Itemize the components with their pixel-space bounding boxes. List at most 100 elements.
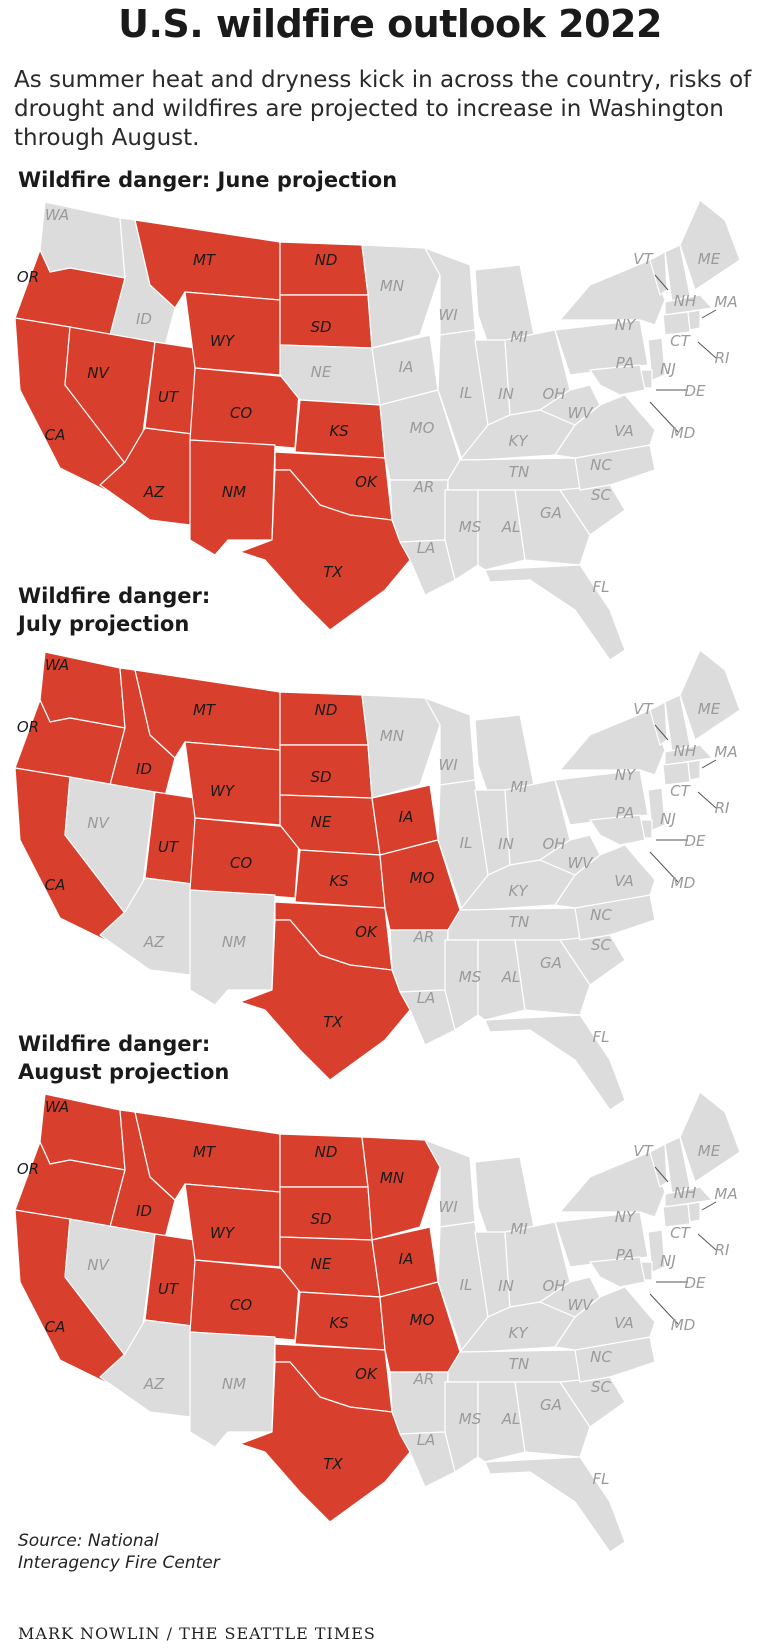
- state-label-al: AL: [501, 968, 521, 986]
- state-label-wy: WY: [210, 332, 236, 350]
- state-label-oh: OH: [542, 835, 565, 853]
- state-label-wv: WV: [567, 854, 594, 872]
- leader-line-ma: [701, 1201, 717, 1211]
- state-label-ri: RI: [715, 799, 730, 817]
- state-label-md: MD: [671, 424, 696, 442]
- state-label-ri: RI: [715, 1241, 730, 1259]
- state-fl: [484, 1014, 626, 1110]
- state-label-ma: MA: [714, 743, 737, 761]
- leader-line-ri: [697, 341, 717, 359]
- state-label-id: ID: [136, 1202, 152, 1220]
- state-label-mn: MN: [380, 727, 404, 745]
- state-label-fl: FL: [593, 578, 610, 596]
- state-label-pa: PA: [616, 804, 635, 822]
- state-label-or: OR: [17, 268, 39, 286]
- state-label-me: ME: [698, 1142, 721, 1160]
- state-label-co: CO: [230, 1296, 252, 1314]
- state-ct: [662, 761, 691, 786]
- state-mn: [361, 694, 441, 799]
- state-label-nj: NJ: [660, 360, 676, 378]
- state-label-ut: UT: [158, 388, 180, 406]
- state-ga: [514, 1381, 591, 1458]
- state-label-il: IL: [460, 834, 473, 852]
- state-label-ok: OK: [355, 473, 378, 491]
- state-label-ky: KY: [509, 432, 530, 450]
- state-label-sd: SD: [310, 318, 331, 336]
- state-label-tn: TN: [509, 1355, 529, 1373]
- state-nh: [664, 1136, 691, 1195]
- state-label-wi: WI: [438, 1198, 458, 1216]
- august-map: WA OR CA ID NV UT AZ MT WY CO NM ND SD NE KS OK TX MN IA MO…: [14, 1091, 741, 1552]
- leader-line-vt: [654, 1166, 669, 1183]
- state-label-nm: NM: [222, 1375, 246, 1393]
- state-ny: [559, 709, 666, 776]
- state-wv: [539, 834, 601, 876]
- state-label-mn: MN: [380, 1169, 404, 1187]
- state-wv: [539, 384, 601, 426]
- state-label-mt: MT: [193, 251, 217, 269]
- state-label-ia: IA: [399, 808, 414, 826]
- state-label-nv: NV: [87, 814, 110, 832]
- state-label-id: ID: [136, 310, 152, 328]
- state-label-ne: NE: [311, 1255, 332, 1273]
- state-label-tn: TN: [509, 463, 529, 481]
- state-label-md: MD: [671, 874, 696, 892]
- state-label-nj: NJ: [660, 1252, 676, 1270]
- state-label-ms: MS: [459, 968, 482, 986]
- state-la: [399, 539, 456, 596]
- state-label-me: ME: [698, 700, 721, 718]
- state-label-ct: CT: [670, 1224, 691, 1242]
- state-label-wa: WA: [45, 656, 69, 674]
- state-tx: [239, 469, 411, 631]
- state-label-mi: MI: [510, 778, 528, 796]
- state-label-pa: PA: [616, 1246, 635, 1264]
- state-al: [477, 1381, 526, 1463]
- state-label-ks: KS: [329, 872, 349, 890]
- state-label-ny: NY: [615, 316, 637, 334]
- august-title-line-1: Wildfire danger:: [18, 1032, 211, 1056]
- state-label-ar: AR: [413, 1370, 435, 1388]
- state-label-in: IN: [498, 1277, 514, 1295]
- state-label-de: DE: [684, 1274, 706, 1292]
- state-label-sd: SD: [310, 768, 331, 786]
- state-ct: [662, 311, 691, 336]
- state-ms: [444, 489, 479, 581]
- state-label-nd: ND: [315, 701, 338, 719]
- state-label-al: AL: [501, 1410, 521, 1428]
- state-ma: [664, 744, 713, 766]
- state-me: [679, 649, 741, 741]
- state-label-ms: MS: [459, 1410, 482, 1428]
- state-label-ut: UT: [158, 838, 180, 856]
- state-label-az: AZ: [143, 1375, 165, 1393]
- state-me: [679, 199, 741, 291]
- june-title-line: Wildfire danger: June projection: [18, 168, 398, 192]
- state-label-nd: ND: [315, 251, 338, 269]
- state-ny: [559, 1151, 666, 1218]
- state-label-ut: UT: [158, 1280, 180, 1298]
- leader-line-vt: [654, 274, 669, 291]
- state-label-nc: NC: [590, 456, 612, 474]
- state-ma: [664, 294, 713, 316]
- leader-line-md: [649, 1293, 679, 1325]
- july-map: WA OR CA ID NV UT AZ MT WY CO NM ND SD NE KS OK TX MN IA MO…: [14, 649, 741, 1110]
- state-label-ga: GA: [540, 954, 562, 972]
- state-label-mt: MT: [193, 1143, 217, 1161]
- state-label-fl: FL: [593, 1028, 610, 1046]
- state-label-vt: VT: [633, 250, 654, 268]
- state-label-wv: WV: [567, 1296, 594, 1314]
- state-label-wy: WY: [210, 1224, 236, 1242]
- source-note: Source: National Interagency Fire Center: [18, 1530, 220, 1574]
- state-label-ct: CT: [670, 782, 691, 800]
- leader-line-md: [649, 851, 679, 883]
- state-label-ia: IA: [399, 1250, 414, 1268]
- state-label-co: CO: [230, 854, 252, 872]
- july-panel-title: Wildfire danger: July projection: [18, 582, 210, 638]
- state-label-in: IN: [498, 835, 514, 853]
- state-label-wa: WA: [45, 1098, 69, 1116]
- state-label-fl: FL: [593, 1470, 610, 1488]
- state-label-ny: NY: [615, 766, 637, 784]
- august-panel-title: Wildfire danger: August projection: [18, 1030, 229, 1086]
- leader-line-md: [649, 401, 679, 433]
- leader-line-ri: [697, 791, 717, 809]
- state-label-mt: MT: [193, 701, 217, 719]
